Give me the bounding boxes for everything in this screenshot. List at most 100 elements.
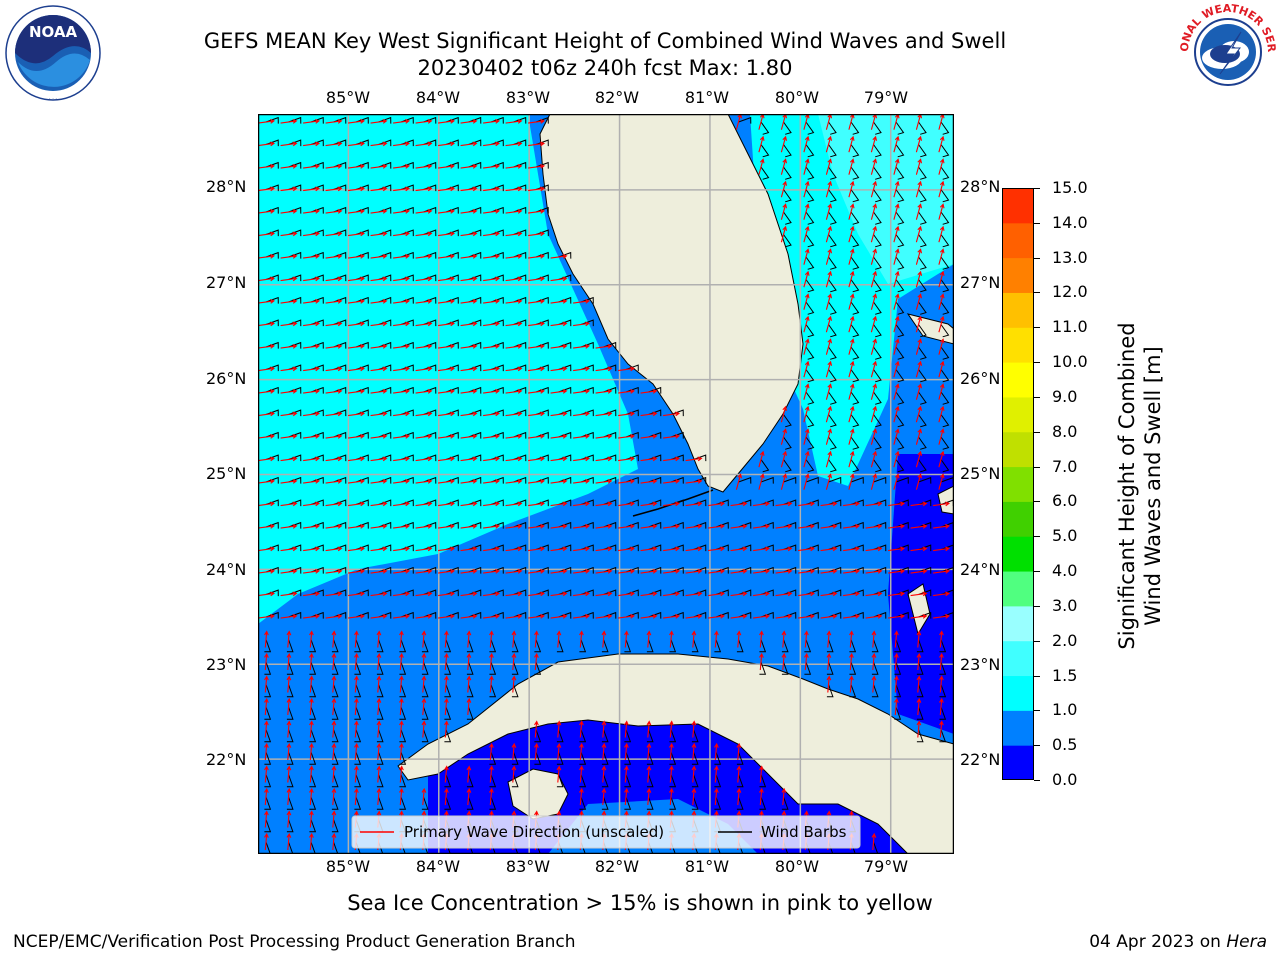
colorbar-tick-label: 8.0 bbox=[1052, 421, 1078, 441]
wind-barb bbox=[558, 341, 572, 349]
wave-direction-arrow bbox=[280, 568, 298, 574]
wave-direction-arrow bbox=[483, 478, 501, 484]
wave-direction-arrow bbox=[894, 697, 899, 716]
wave-direction-arrow bbox=[803, 180, 810, 198]
wind-barb bbox=[445, 161, 459, 169]
wave-direction-arrow bbox=[893, 158, 900, 175]
wave-direction-arrow bbox=[798, 523, 816, 529]
wave-direction-arrow bbox=[370, 118, 388, 124]
wave-direction-arrow bbox=[393, 253, 411, 259]
wind-barb bbox=[468, 229, 482, 237]
wind-barb bbox=[556, 639, 564, 653]
wind-barb bbox=[376, 706, 384, 720]
wave-direction-arrow bbox=[460, 501, 478, 507]
wind-barb bbox=[693, 499, 707, 507]
wave-direction-arrow bbox=[393, 141, 411, 147]
wind-barb bbox=[331, 729, 339, 743]
wind-barb bbox=[646, 729, 654, 743]
wave-direction-arrow bbox=[309, 810, 314, 828]
wave-direction-arrow bbox=[264, 697, 269, 716]
wave-direction-arrow bbox=[303, 613, 321, 619]
lon-label-top: 83°W bbox=[505, 88, 551, 107]
wave-direction-arrow bbox=[669, 630, 674, 648]
wind-barb bbox=[535, 296, 549, 304]
wave-direction-arrow bbox=[825, 428, 833, 445]
wind-barb bbox=[714, 639, 722, 653]
wind-barb bbox=[648, 454, 662, 462]
wave-direction-arrow bbox=[264, 720, 269, 738]
wind-barb bbox=[355, 161, 369, 169]
footer-machine: Hera bbox=[1226, 932, 1267, 952]
wind-barb bbox=[513, 341, 527, 349]
wind-barb bbox=[828, 324, 837, 338]
wave-direction-arrow bbox=[893, 135, 900, 153]
wave-direction-arrow bbox=[758, 450, 765, 468]
wave-direction-arrow bbox=[303, 321, 321, 327]
wave-direction-arrow bbox=[534, 742, 539, 761]
wind-barb bbox=[354, 639, 362, 653]
wind-barb bbox=[490, 184, 504, 192]
wind-barb bbox=[783, 121, 792, 135]
lon-label-top: 79°W bbox=[863, 88, 909, 107]
wave-direction-arrow bbox=[258, 388, 276, 394]
wave-direction-arrow bbox=[714, 765, 719, 783]
wind-barb bbox=[738, 521, 752, 529]
wind-barb bbox=[714, 751, 722, 765]
wave-direction-arrow bbox=[871, 832, 877, 851]
wave-direction-arrow bbox=[325, 343, 343, 349]
wave-direction-arrow bbox=[595, 523, 613, 529]
wave-direction-arrow bbox=[735, 473, 743, 490]
wave-direction-arrow bbox=[376, 765, 382, 783]
wave-direction-arrow bbox=[893, 180, 900, 198]
wind-barb bbox=[489, 684, 497, 698]
wave-direction-arrow bbox=[258, 298, 276, 304]
wave-direction-arrow bbox=[848, 135, 855, 153]
wind-barb bbox=[513, 161, 527, 169]
wave-direction-arrow bbox=[820, 568, 838, 574]
wind-barb bbox=[558, 386, 572, 394]
wave-direction-arrow bbox=[803, 473, 810, 490]
wind-barb bbox=[828, 459, 837, 473]
wind-barb bbox=[940, 234, 950, 248]
wave-direction-arrow bbox=[781, 652, 787, 671]
wave-direction-arrow bbox=[325, 186, 343, 192]
wave-direction-arrow bbox=[528, 321, 546, 327]
wind-barb bbox=[355, 296, 369, 304]
wind-barb bbox=[760, 611, 774, 619]
wind-barb bbox=[535, 454, 549, 462]
wind-barb bbox=[648, 431, 662, 439]
wind-barb bbox=[265, 274, 279, 282]
wave-direction-arrow bbox=[505, 433, 523, 439]
wave-direction-arrow bbox=[849, 652, 854, 671]
wind-barb bbox=[310, 521, 324, 529]
wave-direction-arrow bbox=[550, 343, 568, 349]
colorbar-tick-mark bbox=[1034, 362, 1040, 364]
wave-direction-arrow bbox=[393, 231, 411, 237]
wind-barb bbox=[693, 566, 707, 574]
wave-direction-arrow bbox=[415, 456, 433, 462]
colorbar-segment bbox=[1002, 431, 1034, 468]
wind-barb bbox=[828, 436, 837, 450]
wave-direction-arrow bbox=[871, 630, 877, 648]
wind-barb bbox=[265, 364, 279, 372]
wave-direction-arrow bbox=[303, 298, 321, 304]
wind-barb bbox=[535, 206, 549, 214]
wind-barb bbox=[513, 364, 527, 372]
wind-barb bbox=[421, 706, 429, 720]
wave-direction-arrow bbox=[573, 411, 591, 417]
wave-direction-arrow bbox=[483, 366, 501, 372]
wave-direction-arrow bbox=[393, 523, 411, 529]
wave-direction-arrow bbox=[370, 433, 388, 439]
wave-direction-arrow bbox=[736, 742, 742, 761]
wave-direction-arrow bbox=[528, 253, 546, 259]
wave-direction-arrow bbox=[939, 652, 944, 671]
wind-barb bbox=[895, 234, 905, 248]
wind-barb bbox=[895, 301, 905, 315]
wind-barb bbox=[355, 409, 369, 417]
wind-barb bbox=[850, 301, 860, 315]
wave-direction-arrow bbox=[348, 118, 366, 124]
wind-barb bbox=[423, 611, 437, 619]
wave-direction-arrow bbox=[511, 652, 517, 671]
wind-barb bbox=[513, 499, 527, 507]
florida-landmass bbox=[539, 114, 804, 493]
